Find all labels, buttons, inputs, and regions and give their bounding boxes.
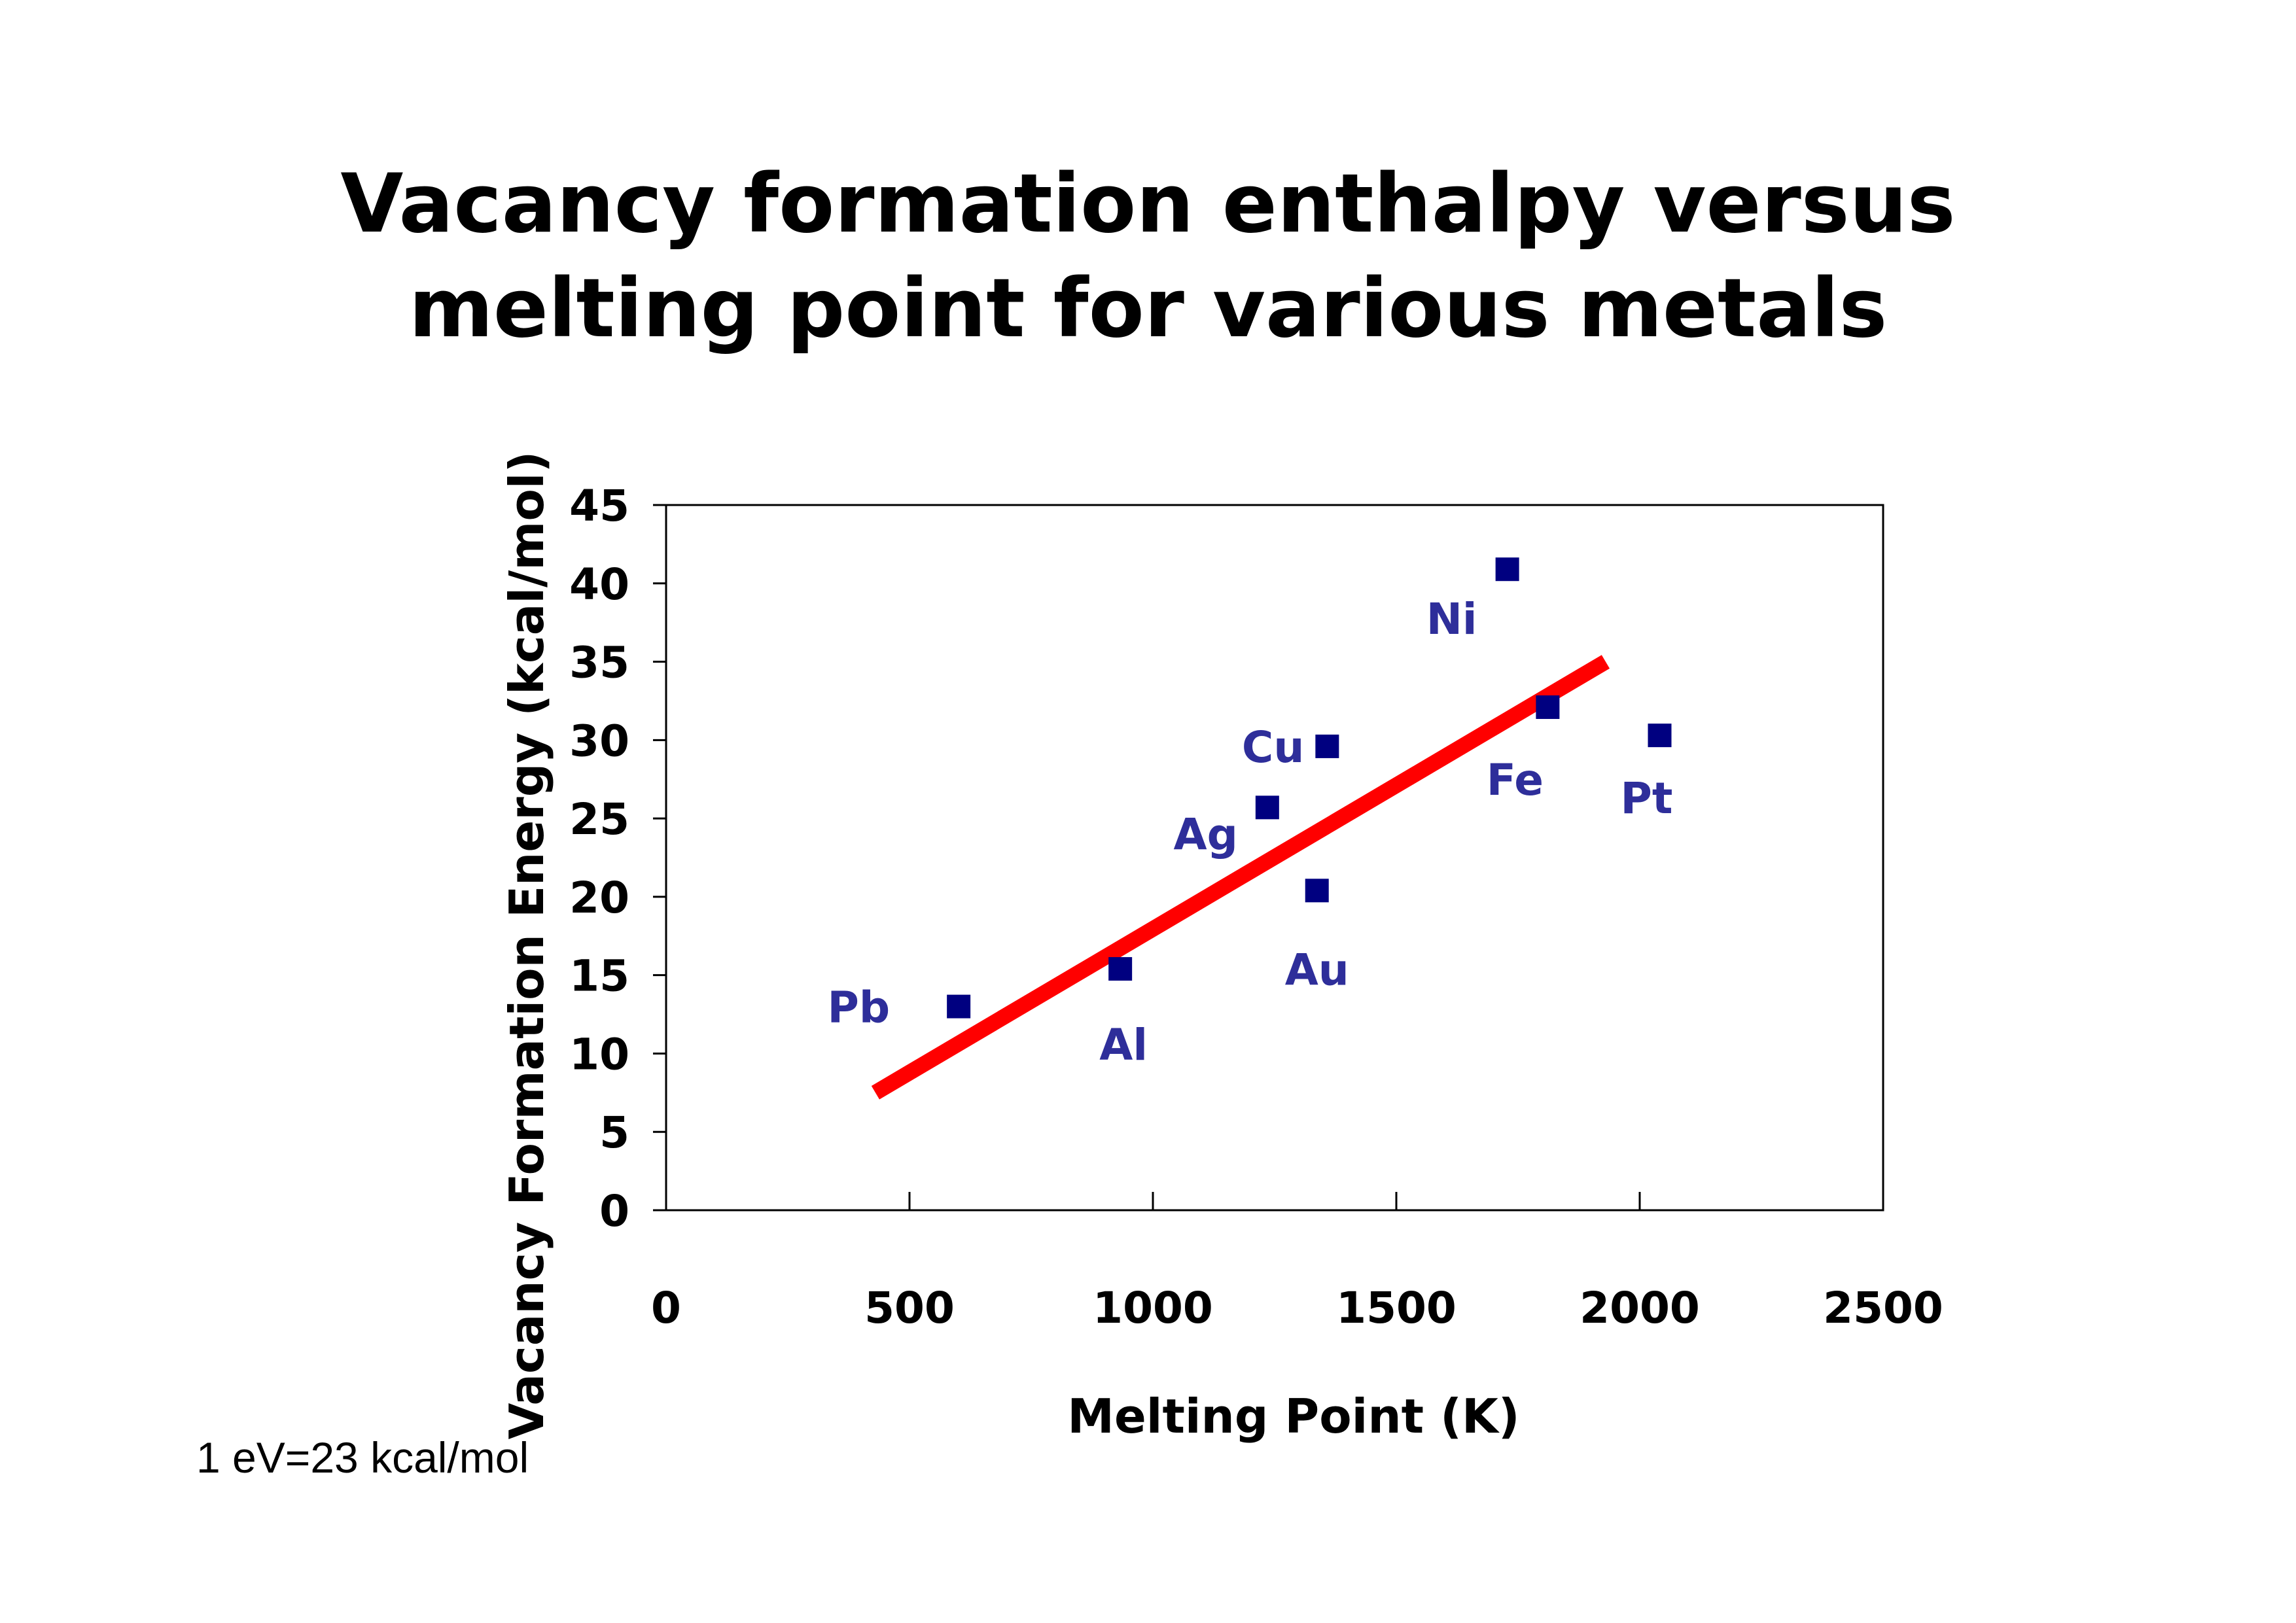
y-tick-label: 30 <box>569 716 629 766</box>
point-label-ag: Ag <box>1174 809 1238 860</box>
point-label-al: Al <box>1099 1020 1148 1070</box>
y-axis-label: Vacancy Formation Energy (kcal/mol) <box>499 451 554 1440</box>
point-label-fe: Fe <box>1487 755 1544 805</box>
footnote: 1 eV=23 kcal/mol <box>196 1433 529 1482</box>
data-point-au <box>1305 879 1329 903</box>
y-tick-label: 35 <box>569 638 629 688</box>
point-label-cu: Cu <box>1242 722 1304 773</box>
x-tick-label: 0 <box>651 1283 681 1333</box>
plot-area-frame <box>665 504 1884 1212</box>
data-point-cu <box>1315 734 1339 758</box>
title-line-1: Vacancy formation enthalpy versus <box>340 157 1956 251</box>
data-point-al <box>1108 957 1133 981</box>
y-tick-label: 20 <box>569 873 629 923</box>
point-label-pt: Pt <box>1621 773 1673 824</box>
x-axis-label: Melting Point (K) <box>1067 1389 1519 1444</box>
y-tick-label: 10 <box>569 1029 629 1079</box>
data-points <box>947 557 1672 1019</box>
x-tick-label: 2000 <box>1580 1283 1700 1333</box>
x-axis-ticks <box>908 1192 1641 1210</box>
point-label-au: Au <box>1285 945 1349 995</box>
y-tick-label: 0 <box>599 1186 629 1236</box>
y-tick-label: 15 <box>569 951 629 1002</box>
data-point-fe <box>1536 695 1560 720</box>
y-tick-label: 45 <box>569 481 629 531</box>
y-tick-label: 40 <box>569 559 629 610</box>
x-tick-label: 2500 <box>1823 1283 1943 1333</box>
x-tick-label: 1000 <box>1093 1283 1213 1333</box>
y-tick-label: 5 <box>599 1108 629 1158</box>
point-label-pb: Pb <box>828 983 891 1033</box>
y-axis-tick-labels: 0 5 10 15 20 25 30 35 40 45 <box>569 481 629 1236</box>
data-point-ag <box>1255 795 1279 820</box>
x-tick-label: 500 <box>864 1283 955 1333</box>
fit-line <box>871 655 1610 1100</box>
x-axis-tick-labels: 0 500 1000 1500 2000 2500 <box>651 1283 1943 1333</box>
title-line-2: melting point for various metals <box>408 262 1888 356</box>
y-axis-ticks <box>653 504 666 1212</box>
x-tick-label: 1500 <box>1336 1283 1457 1333</box>
point-label-ni: Ni <box>1426 594 1477 644</box>
y-tick-label: 25 <box>569 794 629 845</box>
data-point-ni <box>1495 557 1519 582</box>
data-point-pt <box>1648 724 1672 748</box>
page-title: Vacancy formation enthalpy versus meltin… <box>0 152 2296 361</box>
data-point-pb <box>947 994 971 1019</box>
data-point-labels: Pb Al Ag Au Cu Ni Fe Pt <box>828 594 1673 1070</box>
